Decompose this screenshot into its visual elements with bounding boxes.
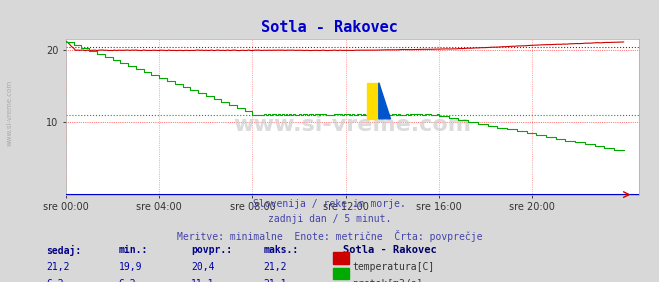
Text: 21,2: 21,2 xyxy=(46,262,70,272)
Text: 20,4: 20,4 xyxy=(191,262,215,272)
Text: min.:: min.: xyxy=(119,245,148,255)
Text: www.si-vreme.com: www.si-vreme.com xyxy=(233,115,472,135)
Text: zadnji dan / 5 minut.: zadnji dan / 5 minut. xyxy=(268,214,391,224)
Text: temperatura[C]: temperatura[C] xyxy=(353,262,435,272)
Text: 21,2: 21,2 xyxy=(264,262,287,272)
Text: Sotla - Rakovec: Sotla - Rakovec xyxy=(261,20,398,35)
Text: 11,1: 11,1 xyxy=(191,279,215,282)
Polygon shape xyxy=(379,83,391,119)
Text: 19,9: 19,9 xyxy=(119,262,142,272)
Text: 6,2: 6,2 xyxy=(46,279,64,282)
Text: maks.:: maks.: xyxy=(264,245,299,255)
Text: Sotla - Rakovec: Sotla - Rakovec xyxy=(343,245,436,255)
Text: povpr.:: povpr.: xyxy=(191,245,232,255)
Text: pretok[m3/s]: pretok[m3/s] xyxy=(353,279,423,282)
Text: www.si-vreme.com: www.si-vreme.com xyxy=(7,80,13,146)
Text: Meritve: minimalne  Enote: metrične  Črta: povprečje: Meritve: minimalne Enote: metrične Črta:… xyxy=(177,230,482,242)
Text: 6,2: 6,2 xyxy=(119,279,136,282)
Text: 21,1: 21,1 xyxy=(264,279,287,282)
Text: Slovenija / reke in morje.: Slovenija / reke in morje. xyxy=(253,199,406,209)
Bar xyxy=(367,83,379,119)
Text: sedaj:: sedaj: xyxy=(46,245,81,256)
